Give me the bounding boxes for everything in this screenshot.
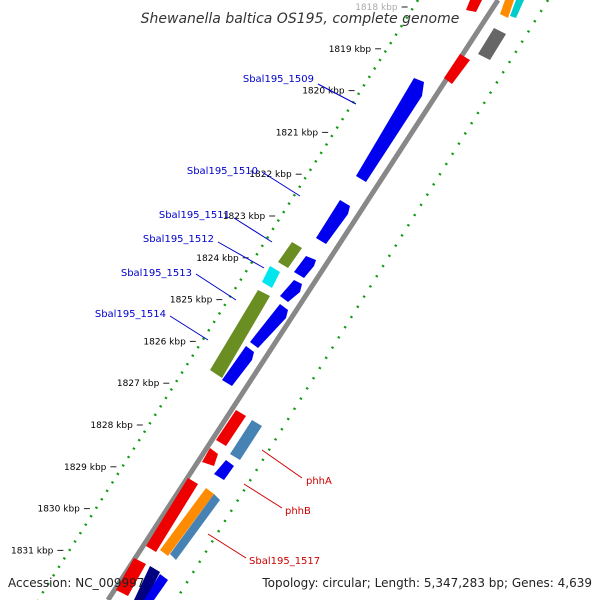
cds-orange[interactable]: [160, 488, 214, 556]
kbp-tick-label: 1821 kbp: [276, 128, 319, 138]
kbp-tick-label: 1830 kbp: [37, 505, 80, 515]
cds-reverse[interactable]: [444, 54, 470, 84]
gene-label-1512[interactable]: Sbal195_1512: [143, 234, 214, 245]
kbp-tick-label: 1818 kbp: [355, 3, 398, 13]
cds-reverse[interactable]: [146, 478, 198, 552]
cds-reverse[interactable]: [466, 0, 482, 12]
cds-1514[interactable]: [210, 290, 270, 378]
cds-cyan[interactable]: [510, 0, 524, 18]
gene-label-phhB[interactable]: phhB: [285, 506, 311, 517]
cds-forward-small[interactable]: [280, 280, 302, 302]
backbone-line: [105, 0, 501, 600]
callout-line: [317, 83, 357, 105]
kbp-tick-label: 1831 kbp: [11, 546, 54, 556]
callout-line: [261, 449, 303, 479]
cds-forward[interactable]: [222, 346, 254, 386]
gene-label-1517[interactable]: Sbal195_1517: [249, 556, 320, 567]
cds-forward-1510[interactable]: [316, 200, 350, 244]
kbp-tick-label: 1823 kbp: [223, 212, 266, 222]
cds-navy[interactable]: [134, 566, 160, 600]
cds-steel[interactable]: [170, 494, 220, 560]
gc-track-outer: [174, 0, 550, 600]
map-title: Shewanella baltica OS195, complete genom…: [141, 11, 460, 27]
cds-phhB[interactable]: [214, 460, 234, 480]
gene-label-1509[interactable]: Sbal195_1509: [243, 74, 314, 85]
cds-forward-small[interactable]: [294, 256, 316, 278]
cds-phhA[interactable]: [230, 420, 262, 460]
accession-text: Accession: NC_009997: [8, 576, 144, 590]
gene-label-phhA[interactable]: phhA: [306, 476, 332, 487]
callout-line: [243, 483, 283, 509]
gene-label-1514[interactable]: Sbal195_1514: [95, 309, 166, 320]
gc-track-inner: [36, 0, 420, 600]
gene-features: [116, 0, 524, 600]
cds-forward-1509[interactable]: [356, 78, 424, 182]
callout-line: [195, 273, 237, 301]
callout-line: [169, 315, 209, 341]
callout-line: [261, 171, 301, 197]
cds-reverse-small[interactable]: [202, 448, 218, 466]
kbp-tick-label: 1829 kbp: [64, 463, 107, 473]
cds-1512[interactable]: [262, 266, 280, 288]
cds-1511[interactable]: [278, 242, 302, 268]
cds-forward[interactable]: [250, 304, 288, 348]
kbp-tick-label: 1824 kbp: [196, 254, 239, 264]
kbp-tick-label: 1822 kbp: [249, 170, 292, 180]
gene-label-1513[interactable]: Sbal195_1513: [121, 268, 192, 279]
kbp-tick-label: 1825 kbp: [170, 296, 213, 306]
callout-line: [217, 241, 265, 269]
callout-line: [207, 533, 247, 559]
cds-reverse[interactable]: [116, 558, 146, 596]
cds-orange[interactable]: [500, 0, 514, 18]
cds-gray[interactable]: [478, 28, 506, 60]
gene-label-1511[interactable]: Sbal195_1511: [159, 210, 230, 221]
kbp-tick-label: 1826 kbp: [143, 337, 186, 347]
kbp-tick-label: 1820 kbp: [302, 87, 345, 97]
cds-forward[interactable]: [144, 574, 168, 600]
kbp-tick-label: 1819 kbp: [329, 45, 372, 55]
callout-line: [233, 217, 273, 243]
gene-label-1510[interactable]: Sbal195_1510: [187, 166, 258, 177]
kbp-tick-label: 1827 kbp: [117, 379, 160, 389]
kbp-tick-label: 1828 kbp: [90, 421, 133, 431]
kbp-ticks: 1818 kbp 1819 kbp 1820 kbp 1821 kbp 1822 kbp…: [11, 3, 408, 556]
topology-text: Topology: circular; Length: 5,347,283 bp…: [261, 576, 592, 590]
cds-reverse[interactable]: [216, 410, 246, 446]
gene-callouts: Sbal195_1509 Sbal195_1510 Sbal195_1511 S…: [95, 74, 357, 567]
